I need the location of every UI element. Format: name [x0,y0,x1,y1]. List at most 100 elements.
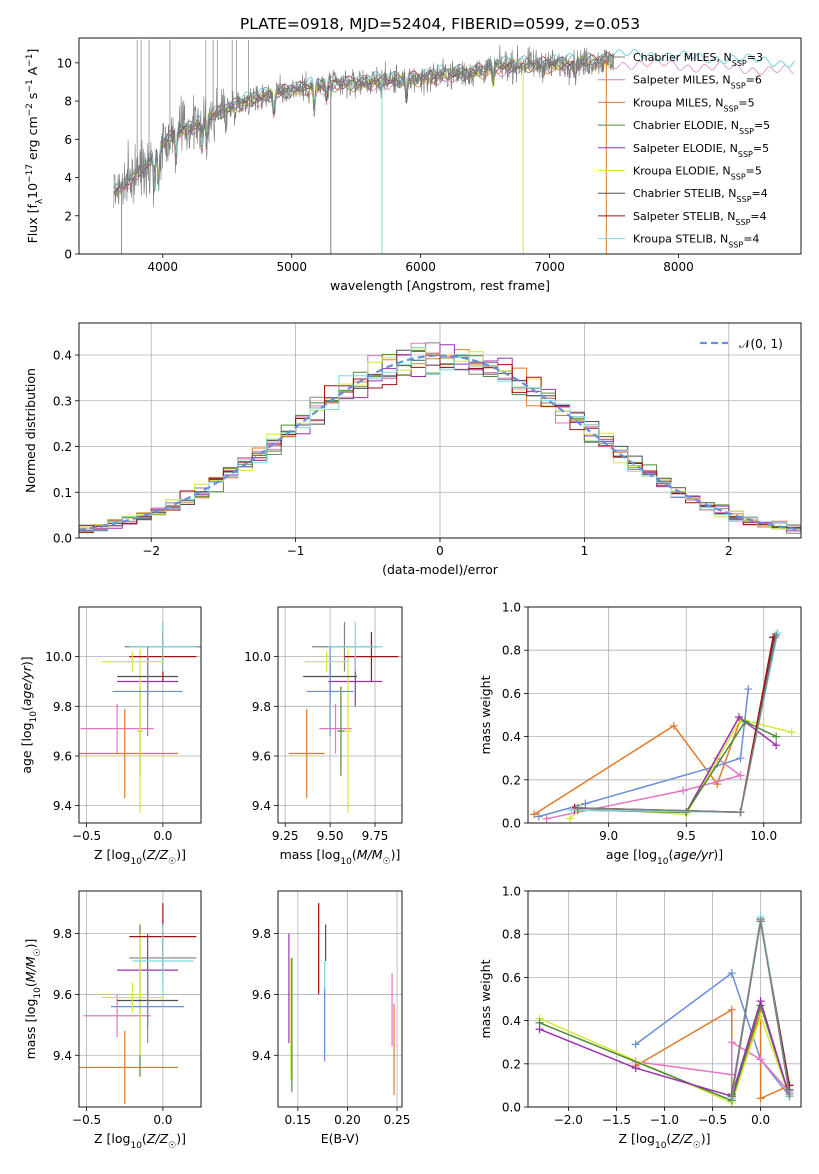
legend-nssp: =5 [754,119,770,132]
legend-nssp: =6 [746,74,762,87]
weight-point-marker [736,808,745,817]
axes: −0.5 0.09.49.69.810.0Z [log10(Z/Z☉)]age [… [19,606,202,867]
legend-entry: Chabrier ELODIE, NSSP=5 [633,119,770,136]
x-axis-label-part: )] [391,847,401,862]
y-axis-label-part: mass [log [23,999,38,1060]
y-tick-label: 8 [64,95,72,109]
x-tick-label: 0.20 [334,1113,361,1127]
legend-sub: SSP [737,195,752,204]
panel-residuals: −2 −1 0 1 2 0.0 0.1 0.2 0.3 0.4 (data-model)/error… [23,322,802,577]
y-tick-label: 9.6 [252,749,271,763]
weight-series-line [546,757,743,820]
normal-curve [79,354,801,532]
y-tick-label: 0.0 [502,817,521,831]
y-axis-label-part: M/M [23,956,38,982]
x-axis-label-part: mass [log [280,847,341,862]
spectrum-model-line [113,52,614,193]
x-axis-label: mass [log10(M/M☉)] [280,847,401,867]
legend-name: Chabrier STELIB, N [633,187,737,200]
x-axis-label-part: 10 [130,857,142,867]
y-axis-label-part: Normed distribution [23,368,38,493]
y-tick-label: 9.8 [53,927,72,941]
y-tick-label: 0.2 [502,773,521,787]
y-axis-label-part: s [25,93,40,104]
axes: 4000 5000 6000 7000 8000 0 2 4 6 8 10 wavelength [A… [25,37,802,293]
x-tick-label: −1.0 [650,1113,679,1127]
y-tick-label: 0.2 [53,440,72,454]
y-tick-label: 0.0 [53,532,72,546]
x-axis-label-part: )] [713,847,723,862]
axes: 0.15 0.20 0.25 9.4 9.6 9.8 E(B-V) [252,890,410,1146]
panel-weight-vs-age: 9.0 9.5 10.0 0.0 0.2 0.4 0.6 0.8 1.0 age [log10(a… [478,601,802,867]
y-axis-label-part: Flux [f [25,204,40,244]
weight-point-marker [772,741,781,750]
y-axis-label-part: −2 [25,103,35,116]
y-tick-label: 1.0 [502,601,521,615]
axes-frame [78,37,802,255]
legend-sub: SSP [732,59,747,68]
panel-mass-vs-Z: −0.5 0.09.49.69.8Z [log10(Z/Z☉)]mass [log… [23,890,202,1151]
legend-nssp: =4 [743,233,759,246]
plot-area [535,912,794,1107]
weight-point-marker [535,1025,544,1034]
x-axis-label-part: ( [352,847,357,862]
y-axis-label-part: −1 [25,79,35,92]
y-axis-label-part: mass weight [478,959,493,1038]
legend-nssp: =4 [752,187,768,200]
x-axis-label-part: ☉ [168,1141,176,1151]
weight-point-marker [756,917,765,926]
legend-name: Salpeter STELIB, N [633,210,735,223]
y-tick-label: 0 [64,248,72,262]
axes-frame [277,606,403,824]
legend-name: Kroupa ELODIE, N [633,165,731,178]
y-tick-label: 10 [57,56,72,70]
weight-point-marker [787,728,796,737]
y-tick-label: 0.6 [502,687,521,701]
x-axis-label: Z [log10(Z/Z☉)] [619,1131,711,1151]
weight-point-marker [736,771,745,780]
x-axis-label-part: 10 [130,1141,142,1151]
y-tick-label: 0.4 [502,730,521,744]
y-axis-label-part: 10 [25,183,40,199]
y-axis-label: Normed distribution [23,368,38,493]
axes-frame [527,890,802,1108]
plot-area [79,621,201,814]
y-axis-label: Flux [fλ10−17 erg cm−2 s−1 A−1] [25,49,45,244]
x-axis-label-part: (data-model)/error [382,562,499,577]
x-tick-label: 9.75 [362,829,389,843]
y-tick-label: 0.4 [53,349,72,363]
plot-area [79,903,197,1104]
legend-entry: Salpeter MILES, NSSP=6 [633,74,762,91]
legend-entry: Chabrier MILES, NSSP=3 [633,51,763,68]
y-tick-label: 9.8 [252,700,271,714]
x-axis-label-part: ☉ [693,1141,701,1151]
x-axis-label-part: ( [666,1131,671,1146]
y-tick-label: 0.8 [502,644,521,658]
x-axis-label-part: )] [176,1131,186,1146]
y-tick-label: 1.0 [502,885,521,899]
axes-frame [78,890,202,1108]
legend-entry: Chabrier STELIB, NSSP=4 [633,187,768,204]
y-axis-label-part: A [25,66,40,79]
x-axis-label: wavelength [Angstrom, rest frame] [330,278,550,293]
x-axis-label-part: )] [176,847,186,862]
x-tick-label: −1 [287,544,305,558]
legend-nssp: =3 [747,51,763,64]
axes-frame [527,606,802,824]
x-axis-label-part: Z/Z [146,1131,169,1146]
spectrum-model-line [113,56,614,192]
y-tick-label: 0.4 [502,1014,521,1028]
x-tick-label: 0.0 [751,1113,770,1127]
x-axis-label-part: Z/Z [670,1131,693,1146]
legend-name: Chabrier MILES, N [633,51,732,64]
y-axis-label-part: ( [23,982,38,987]
weight-point-marker [736,754,745,763]
legend-name: Salpeter MILES, N [633,74,731,87]
grid [278,891,402,1107]
x-axis-label-part: 10 [655,1141,667,1151]
x-axis-label-part: E(B-V) [321,1131,360,1146]
legend-sub: SSP [731,81,746,90]
y-axis-label: age [log10(age/yr)] [19,656,39,773]
plot-area [113,39,796,254]
